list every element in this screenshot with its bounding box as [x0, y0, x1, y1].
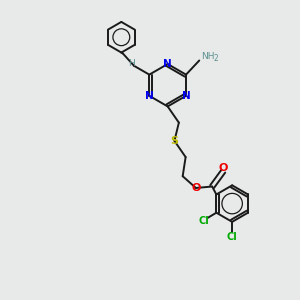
Text: N: N [182, 91, 190, 101]
Text: 2: 2 [214, 54, 218, 63]
Text: O: O [191, 183, 201, 193]
Text: H: H [128, 59, 134, 68]
Text: Cl: Cl [198, 216, 209, 226]
Text: S: S [170, 136, 178, 146]
Text: Cl: Cl [227, 232, 238, 242]
Text: N: N [145, 91, 154, 101]
Text: O: O [219, 163, 228, 173]
Text: N: N [163, 59, 172, 69]
Text: NH: NH [201, 52, 214, 62]
